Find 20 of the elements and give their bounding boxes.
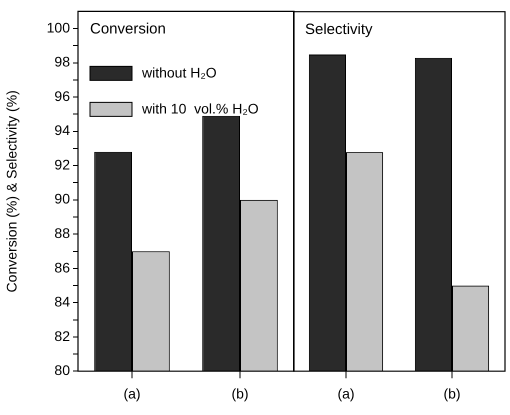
y-tick-label: 90 <box>54 190 70 207</box>
y-tick-label: 98 <box>54 54 70 70</box>
y-tick-label: 100 <box>46 19 70 36</box>
y-tick-label: 96 <box>54 88 70 104</box>
y-tick-label: 88 <box>54 224 70 241</box>
legend-label: without H₂O <box>141 64 217 80</box>
x-tick-label: (a) <box>123 385 141 402</box>
x-tick-label: (b) <box>443 385 461 402</box>
text: Selectivity <box>305 20 374 38</box>
y-tick-label: 86 <box>54 259 70 276</box>
y-tick-label: 82 <box>54 328 70 344</box>
y-tick-label: 80 <box>54 362 70 378</box>
text: Conversion <box>90 20 166 38</box>
y-axis-title: Conversion (%) & Selectivity (%) <box>3 90 20 292</box>
legend-label: with 10 vol.% H₂O <box>141 100 259 116</box>
y-tick-label: 92 <box>54 156 70 172</box>
y-tick-label: 94 <box>54 122 70 138</box>
y-tick-label: 84 <box>54 294 70 310</box>
x-tick-label: (b) <box>231 385 249 402</box>
x-tick-label: (a) <box>337 385 355 402</box>
